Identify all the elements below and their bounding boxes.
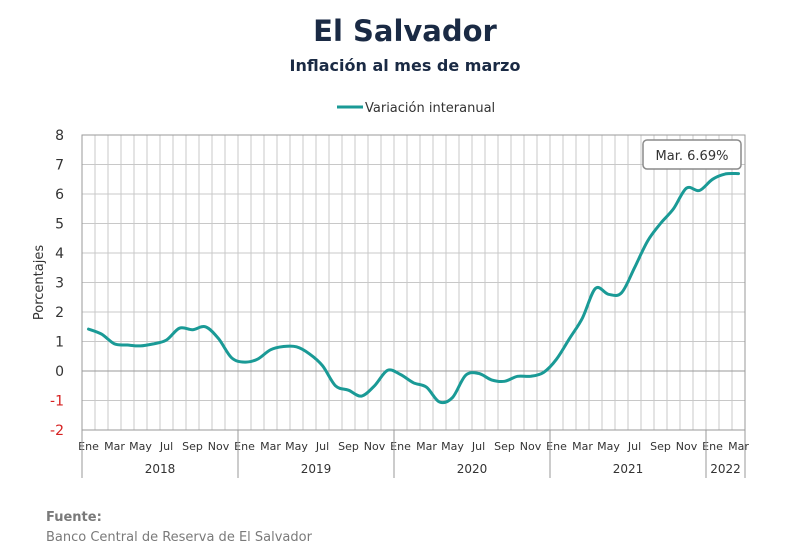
y-tick-label: -1 — [50, 394, 64, 410]
annotation-box — [642, 139, 742, 170]
x-tick-label: Sep — [494, 440, 515, 453]
x-tick-label: Ene — [702, 440, 723, 453]
x-tick-label: Nov — [676, 440, 698, 453]
x-tick-label: Sep — [182, 440, 203, 453]
year-label: 2018 — [145, 462, 176, 476]
y-tick-label: 7 — [55, 158, 64, 174]
x-tick-label: Mar — [416, 440, 437, 453]
x-tick-label: May — [597, 440, 620, 453]
year-label: 2020 — [457, 462, 488, 476]
x-tick-label: Sep — [338, 440, 359, 453]
y-tick-label: 3 — [55, 276, 64, 292]
x-tick-label: Mar — [572, 440, 593, 453]
source-text: Banco Central de Reserva de El Salvador — [46, 530, 312, 545]
y-tick-label: 1 — [55, 335, 64, 351]
x-tick-label: Ene — [546, 440, 567, 453]
source-label: Fuente: — [46, 510, 102, 525]
legend-label: Variación interanual — [365, 101, 495, 116]
x-tick-label: Nov — [208, 440, 230, 453]
x-tick-label: Nov — [520, 440, 542, 453]
x-tick-label: Ene — [78, 440, 99, 453]
x-tick-label: Ene — [390, 440, 411, 453]
plot-area — [81, 134, 746, 431]
x-tick-label: Ene — [234, 440, 255, 453]
year-label: 2021 — [613, 462, 644, 476]
series-line — [87, 171, 740, 405]
x-tick-label: Jul — [159, 440, 173, 453]
x-tick-label: Jul — [627, 440, 641, 453]
x-tick-label: May — [285, 440, 308, 453]
y-axis-title: Porcentajes — [32, 245, 47, 320]
y-tick-label: 8 — [55, 128, 64, 144]
y-tick-label: 6 — [55, 187, 64, 203]
x-tick-label: Sep — [650, 440, 671, 453]
y-tick-label: 0 — [55, 364, 64, 380]
line-chart: -2 -1 0 1 2 3 4 5 6 7 8 Porcentajes Ene Mar May Jul Sep N… — [32, 101, 749, 478]
x-tick-label: Mar — [260, 440, 281, 453]
x-tick-label: May — [441, 440, 464, 453]
chart-subtitle: Inflación al mes de marzo — [289, 56, 521, 75]
annotation-label: Mar. 6.69% — [656, 149, 729, 164]
year-label: 2019 — [301, 462, 332, 476]
x-tick-label: Nov — [364, 440, 386, 453]
y-tick-label: 5 — [55, 217, 64, 233]
y-tick-label: -2 — [50, 423, 64, 439]
x-tick-label: Mar — [104, 440, 125, 453]
year-label: 2022 — [710, 462, 741, 476]
x-tick-label: Mar — [728, 440, 749, 453]
x-tick-label: Jul — [471, 440, 485, 453]
chart-title: El Salvador — [313, 14, 497, 48]
x-tick-label: May — [129, 440, 152, 453]
x-tick-label: Jul — [315, 440, 329, 453]
y-tick-label: 4 — [55, 246, 64, 262]
y-tick-label: 2 — [55, 305, 64, 321]
